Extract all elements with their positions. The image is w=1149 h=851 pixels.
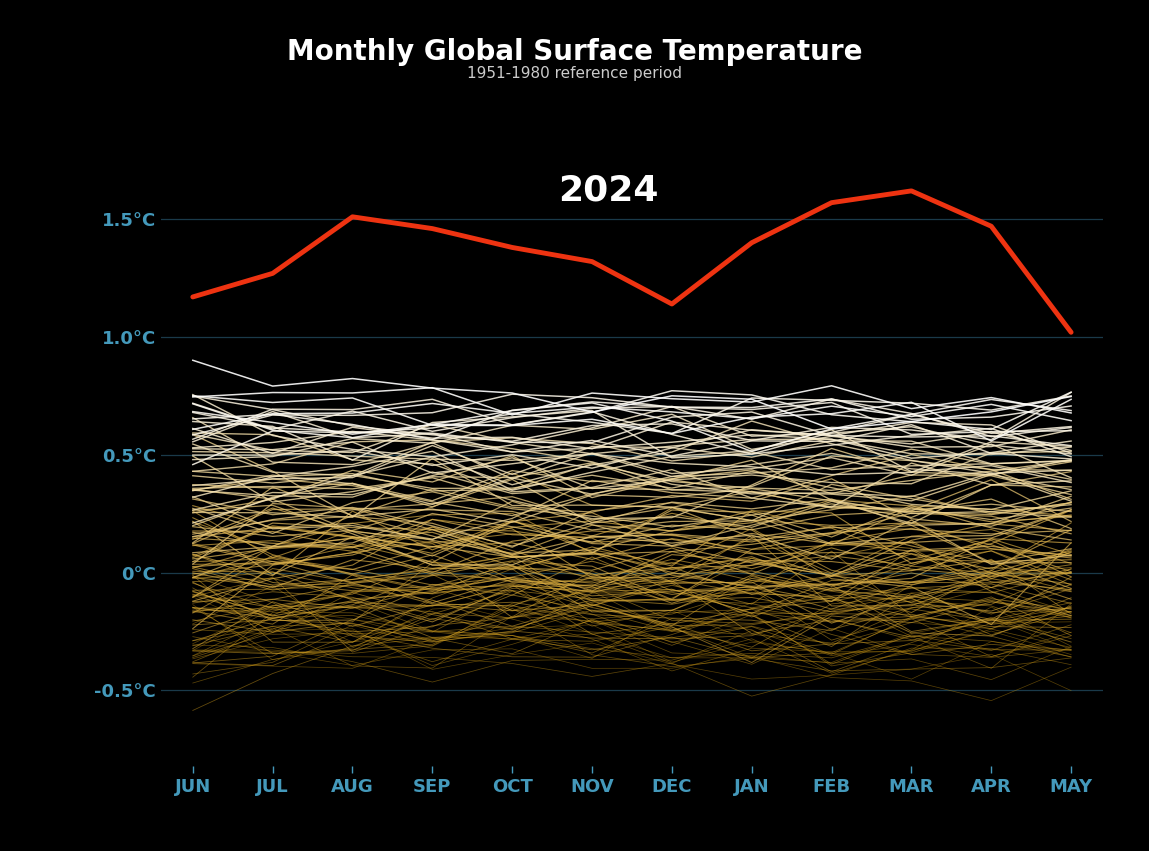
Text: 1951-1980 reference period: 1951-1980 reference period <box>466 66 683 82</box>
Text: 2024: 2024 <box>557 174 658 208</box>
Text: Monthly Global Surface Temperature: Monthly Global Surface Temperature <box>287 38 862 66</box>
